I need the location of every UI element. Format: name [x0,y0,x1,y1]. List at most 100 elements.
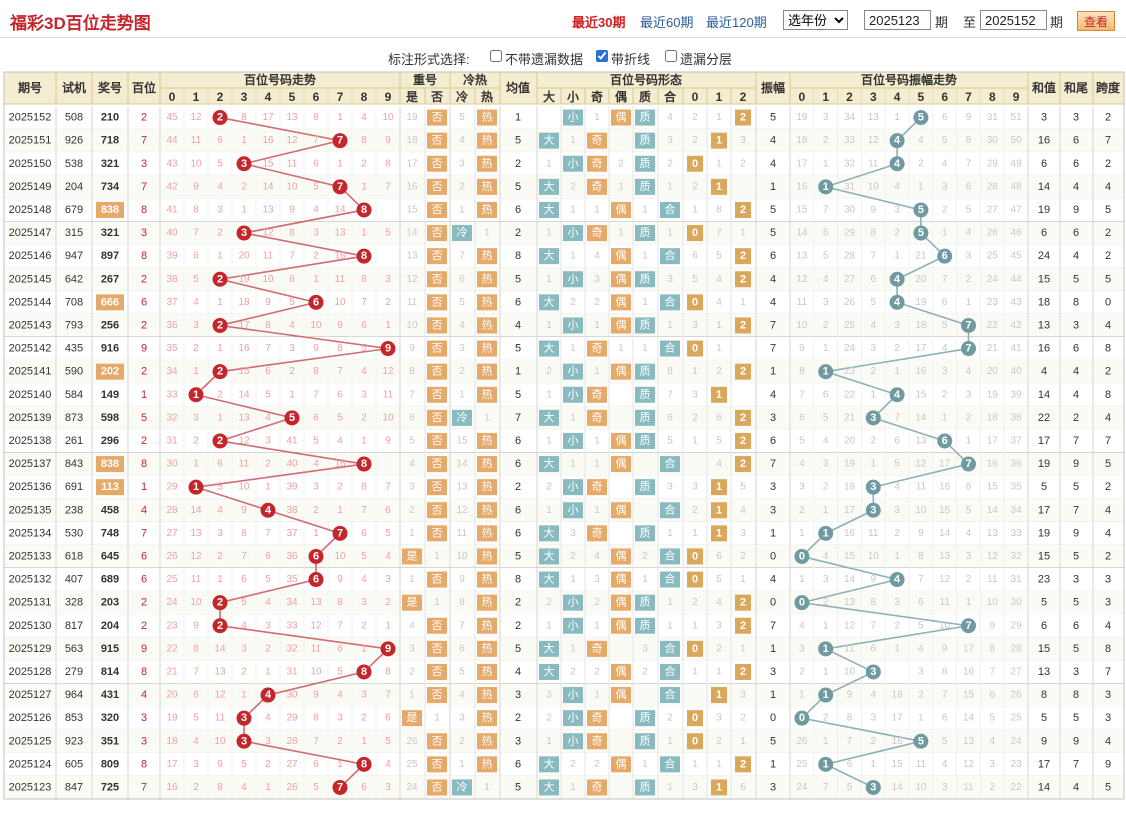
highlight-box [711,502,727,519]
amp-miss-cell: 4 [799,620,805,631]
trend-miss-cell: 7 [313,736,319,747]
highlight-box [427,178,447,195]
trend-miss-cell: 10 [310,320,322,331]
no-missing-checkbox[interactable] [490,50,502,62]
avg-cell: 6 [515,504,521,516]
amp-miss-cell: 14 [939,528,951,539]
missing-layer-label[interactable]: 遗漏分层 [680,52,733,67]
amp-miss-cell: 1 [823,505,829,516]
amp-miss-cell: 1 [942,412,948,423]
no-missing-label[interactable]: 不带遗漏数据 [505,52,584,67]
trend-miss-cell: 1 [241,135,247,146]
small-cell: 1 [570,343,576,354]
trend-miss-cell: 2 [361,158,367,169]
trend-miss-cell: 4 [313,459,319,470]
repeat-no-cell: 否 [432,666,443,678]
trend-ball [332,133,348,149]
row-bg [4,752,1124,776]
highlight-box [477,733,497,750]
big-cell: 1 [546,736,552,747]
trend-miss-cell: 36 [166,320,178,331]
trend-ball [212,271,228,287]
highlight-box [611,756,631,773]
highlight-box [427,617,447,634]
repeat-no-cell: 否 [432,158,443,170]
amp-miss-cell: 31 [1011,574,1023,585]
remainder-hit-cell: 1 [716,689,722,701]
amp-miss-cell: 2 [823,135,829,146]
test-cell: 538 [65,158,83,170]
amp-miss-cell: 7 [823,782,829,793]
amp-miss-cell: 26 [796,736,808,747]
avg-cell: 5 [515,389,521,401]
tail-cell: 3 [1073,319,1079,331]
remainder-cell: 1 [716,320,722,331]
missing-layer-checkbox[interactable] [665,50,677,62]
span-cell: 3 [1105,597,1111,609]
trend-miss-cell: 28 [166,505,178,516]
highlight-box [660,640,680,657]
odd-cell: 奇 [592,342,603,355]
remainder-cell: 2 [740,551,746,562]
amp-cell: 6 [770,250,776,262]
period-120-link[interactable]: 最近120期 [706,15,767,30]
test-cell: 708 [65,296,83,308]
big-cell: 大 [544,572,555,586]
cold-cell: 8 [459,597,465,608]
end-issue-input[interactable] [980,10,1047,30]
amp-miss-cell: 4 [942,343,948,354]
hundreds-cell: 7 [141,781,147,793]
big-cell: 大 [544,641,555,655]
trend-miss-cell: 40 [166,228,178,239]
span-cell: 7 [1105,135,1111,147]
amp-miss-cell: 6 [823,228,829,239]
odd-cell: 奇 [592,388,603,401]
period-30-link[interactable]: 最近30期 [572,15,626,30]
hundreds-cell: 8 [141,204,147,216]
tail-cell: 3 [1073,666,1079,678]
prime-cell: 质 [640,157,651,170]
amp-miss-cell: 22 [987,320,999,331]
period-60-link[interactable]: 最近60期 [640,15,694,30]
trend-miss-cell: 14 [190,505,202,516]
polyline-checkbox[interactable] [596,50,608,62]
amp-miss-cell: 47 [1011,204,1023,215]
avg-cell: 5 [515,273,521,285]
year-select[interactable]: 选年份 [783,10,848,30]
trend-miss-cell: 3 [193,759,199,770]
amp-miss-cell: 10 [939,620,951,631]
amp-miss-cell: 20 [915,274,927,285]
repeat-no-cell: 否 [432,458,443,470]
odd-cell: 奇 [592,711,603,724]
highlight-box [660,756,680,773]
amp-miss-cell: 24 [987,274,999,285]
highlight-box [563,502,583,519]
big-cell: 大 [544,410,555,424]
test-cell: 926 [65,135,83,147]
prime-cell: 1 [642,297,648,308]
amp-digit-header: 7 [965,90,972,104]
odd-cell: 2 [594,297,600,308]
trend-miss-cell: 3 [193,320,199,331]
start-issue-input[interactable] [864,10,931,30]
polyline-label[interactable]: 带折线 [611,52,651,67]
highlight-box [427,733,447,750]
big-cell: 大 [544,341,555,355]
amp-miss-cell: 2 [966,274,972,285]
highlight-box [687,340,703,357]
big-cell: 1 [546,620,552,631]
amp-miss-cell: 4 [966,366,972,377]
remainder-cell: 3 [692,782,698,793]
highlight-box [539,456,559,473]
even-cell: 偶 [616,688,627,701]
trend-miss-cell: 1 [265,782,271,793]
highlight-box [563,386,583,403]
amp-ball-digit: 6 [942,435,948,447]
trend-miss-cell: 6 [337,389,343,400]
amp-ball-digit: 3 [870,666,876,678]
trend-miss-cell: 10 [382,412,394,423]
trend-miss-cell: 13 [286,112,298,123]
remainder-hit-cell: 0 [692,296,698,308]
hundreds-cell: 8 [141,666,147,678]
view-button[interactable]: 查看 [1077,11,1115,31]
